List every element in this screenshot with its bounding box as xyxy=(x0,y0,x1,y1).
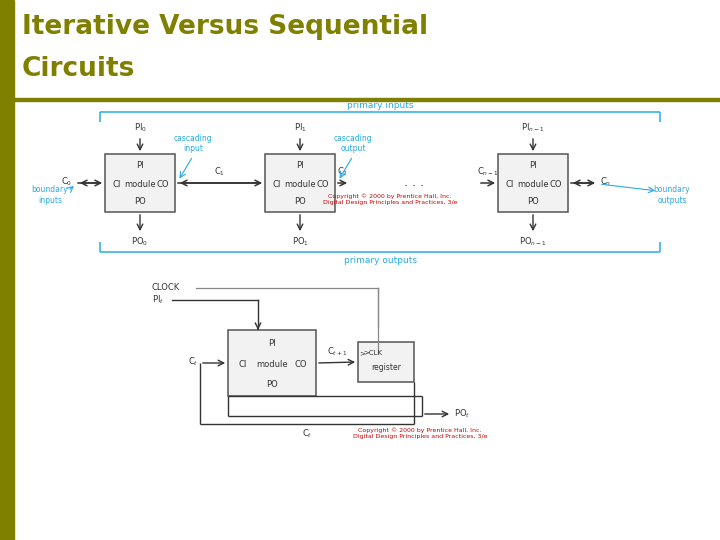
Text: boundary
outputs: boundary outputs xyxy=(654,185,690,205)
Text: CO: CO xyxy=(157,180,169,188)
Text: primary outputs: primary outputs xyxy=(343,256,416,265)
Text: module: module xyxy=(256,360,288,369)
Text: CO: CO xyxy=(550,180,562,188)
Text: PI: PI xyxy=(529,161,537,170)
Text: PI: PI xyxy=(136,161,144,170)
Text: C$_2$: C$_2$ xyxy=(337,165,348,178)
Text: PO: PO xyxy=(527,197,539,206)
Text: CI: CI xyxy=(239,360,247,369)
Text: PO: PO xyxy=(294,197,306,206)
Text: PO$_{n-1}$: PO$_{n-1}$ xyxy=(519,236,547,248)
Bar xyxy=(265,154,335,212)
Text: primary inputs: primary inputs xyxy=(347,101,413,110)
Text: CI: CI xyxy=(273,180,281,188)
Bar xyxy=(498,154,568,212)
Text: CO: CO xyxy=(317,180,329,188)
Text: CI: CI xyxy=(113,180,121,188)
Text: Iterative Versus Sequential: Iterative Versus Sequential xyxy=(22,14,428,40)
Bar xyxy=(0,0,14,540)
Text: C$_n$: C$_n$ xyxy=(600,176,611,188)
Text: register: register xyxy=(371,363,401,373)
Text: . . .: . . . xyxy=(404,177,424,190)
Text: boundary
inputs: boundary inputs xyxy=(32,185,68,205)
Text: C$_{t+1}$: C$_{t+1}$ xyxy=(327,346,347,358)
Text: CI: CI xyxy=(505,180,514,188)
Bar xyxy=(358,342,414,382)
Text: PI: PI xyxy=(268,339,276,348)
Text: PI$_1$: PI$_1$ xyxy=(294,122,307,134)
Text: CLOCK: CLOCK xyxy=(152,284,180,293)
Text: >: > xyxy=(359,350,365,356)
Text: C$_0$: C$_0$ xyxy=(60,176,72,188)
Text: C$_t$: C$_t$ xyxy=(302,427,312,440)
Text: C$_t$: C$_t$ xyxy=(188,356,198,368)
Text: PI$_t$: PI$_t$ xyxy=(152,294,164,306)
Text: C$_1$: C$_1$ xyxy=(215,165,225,178)
Text: PI$_0$: PI$_0$ xyxy=(133,122,146,134)
Text: Copyright © 2000 by Prentice Hall, Inc.
Digital Design Principles and Practices,: Copyright © 2000 by Prentice Hall, Inc. … xyxy=(323,193,457,205)
Text: Copyright © 2000 by Prentice Hall, Inc.
Digital Design Principles and Practices,: Copyright © 2000 by Prentice Hall, Inc. … xyxy=(353,427,487,438)
Text: cascading
output: cascading output xyxy=(333,134,372,153)
Bar xyxy=(105,154,175,212)
Text: module: module xyxy=(124,180,156,188)
Text: module: module xyxy=(284,180,316,188)
Text: PO: PO xyxy=(266,380,278,389)
Bar xyxy=(228,330,316,396)
Text: CO: CO xyxy=(294,360,307,369)
Text: cascading
input: cascading input xyxy=(174,134,212,153)
Text: module: module xyxy=(517,180,549,188)
Text: PO$_0$: PO$_0$ xyxy=(132,236,148,248)
Text: PO: PO xyxy=(134,197,146,206)
Text: PO$_t$: PO$_t$ xyxy=(454,408,470,420)
Text: PO$_1$: PO$_1$ xyxy=(292,236,308,248)
Text: PI: PI xyxy=(296,161,304,170)
Text: Circuits: Circuits xyxy=(22,56,135,82)
Text: C$_{n-1}$: C$_{n-1}$ xyxy=(477,165,499,178)
Text: PI$_{n-1}$: PI$_{n-1}$ xyxy=(521,122,545,134)
Text: >CLK: >CLK xyxy=(363,350,382,356)
Bar xyxy=(14,98,720,101)
